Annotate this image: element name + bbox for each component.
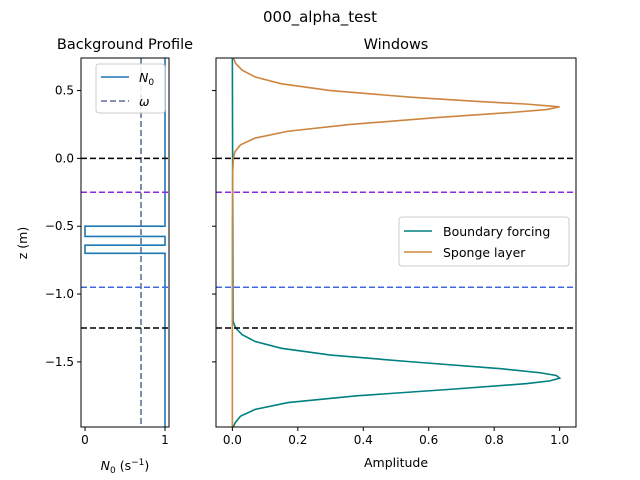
windows-series-1 bbox=[231, 58, 560, 427]
windows-xtick-label-1: 0.2 bbox=[288, 433, 307, 447]
profile-xtick-label-0: 0 bbox=[81, 433, 89, 447]
windows-series-0 bbox=[231, 58, 562, 427]
profile-legend-label-1: ω bbox=[139, 94, 149, 109]
profile-ytick-label-3: −1.0 bbox=[45, 287, 74, 301]
figure-title: 000_alpha_test bbox=[263, 8, 377, 27]
windows-xtick-label-4: 0.8 bbox=[485, 433, 504, 447]
profile-title: Background Profile bbox=[57, 37, 193, 53]
profile-xtick-label-1: 1 bbox=[161, 433, 169, 447]
profile-ytick-label-1: 0.0 bbox=[55, 151, 74, 165]
windows-xtick-label-0: 0.0 bbox=[223, 433, 242, 447]
windows-xtick-label-2: 0.4 bbox=[354, 433, 373, 447]
profile-legend-label-0: N0 bbox=[139, 70, 154, 88]
windows-title: Windows bbox=[364, 37, 429, 53]
profile-series-0 bbox=[84, 58, 166, 427]
windows-axes-frame bbox=[215, 57, 577, 428]
windows-panel: Windows 0.0 0.2 0.4 0.6 0.8 1.0 Amplitude Bou… bbox=[212, 37, 577, 470]
profile-legend: N0 ω bbox=[95, 63, 166, 114]
windows-legend-label-1: Sponge layer bbox=[443, 245, 526, 260]
profile-ytick-label-0: 0.5 bbox=[55, 84, 74, 98]
profile-ylabel: z (m) bbox=[15, 227, 30, 259]
profile-ytick-label-4: −1.5 bbox=[45, 355, 74, 369]
profile-axes-frame bbox=[80, 57, 170, 428]
windows-legend: Boundary forcing Sponge layer bbox=[398, 216, 570, 267]
profile-panel: Background Profile 0 10.50.0−0.5−1.0−1.5 … bbox=[15, 37, 193, 476]
profile-ytick-label-2: −0.5 bbox=[45, 219, 74, 233]
windows-legend-label-0: Boundary forcing bbox=[443, 224, 550, 239]
windows-xlabel: Amplitude bbox=[364, 455, 428, 470]
windows-xtick-label-5: 1.0 bbox=[550, 433, 569, 447]
profile-xlabel: N0 (s−1) bbox=[101, 458, 150, 476]
svg-text:z (m): z (m) bbox=[15, 227, 30, 259]
windows-xtick-label-3: 0.6 bbox=[419, 433, 438, 447]
